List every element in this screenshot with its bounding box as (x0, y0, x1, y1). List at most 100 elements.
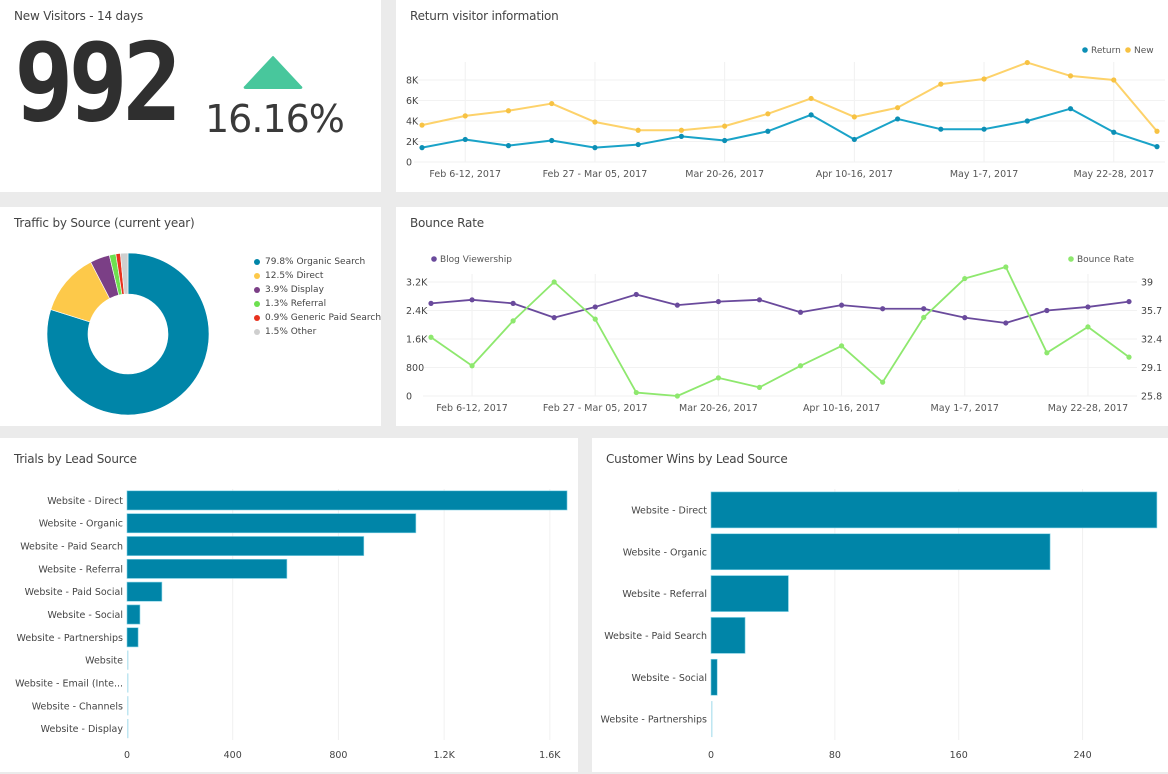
data-point (838, 343, 845, 349)
wins-panel: Customer Wins by Lead Source 0 80 160 240 We… (592, 438, 1168, 772)
legend-item: 1.3% Referral (254, 297, 381, 311)
bar (710, 491, 1158, 529)
data-point (938, 81, 944, 87)
legend-label: 1.5% Other (265, 327, 317, 337)
chart-title: Bounce Rate (410, 216, 484, 230)
x-tick-label: May 1-7, 2017 (931, 403, 999, 414)
data-point (592, 304, 598, 310)
x-tick-label: Feb 27 - Mar 05, 2017 (543, 403, 648, 414)
series-line-return (421, 107, 1158, 149)
data-point (674, 393, 680, 399)
legend-marker (254, 329, 260, 335)
series-line-new (421, 61, 1158, 132)
data-point (592, 119, 598, 125)
legend-marker (254, 287, 260, 293)
data-point (851, 136, 857, 143)
data-point (1003, 320, 1009, 326)
legend-marker (254, 259, 260, 265)
data-point (469, 363, 475, 369)
bar-category-label: Website - Paid Social (25, 587, 123, 598)
legend-label: 79.8% Organic Search (265, 257, 366, 267)
y-right-tick-label: 29.1 (1141, 363, 1162, 374)
x-tick-label: 0 (708, 750, 714, 761)
x-tick-label: 1.2K (433, 750, 455, 761)
data-point (1024, 118, 1030, 124)
y-tick-label: 2.4K (406, 306, 428, 317)
data-point (633, 291, 639, 298)
y-tick-label: 0 (406, 158, 412, 169)
bar (710, 533, 1051, 571)
bar-category-label: Website - Paid Search (604, 631, 707, 642)
donut-legend: 79.8% Organic Search 12.5% Direct 3.9% Dis… (254, 255, 381, 339)
data-point (981, 126, 987, 132)
x-tick-label: Apr 10-16, 2017 (803, 403, 880, 414)
legend-item: 0.9% Generic Paid Search (254, 311, 381, 325)
y-tick-label: 800 (406, 363, 424, 374)
legend-marker (254, 315, 260, 321)
x-tick-label: Feb 6-12, 2017 (436, 403, 508, 414)
data-point (1154, 128, 1160, 134)
bar (126, 627, 139, 648)
bar-category-label: Website (85, 656, 123, 667)
data-point (722, 123, 728, 129)
y-right-tick-label: 32.4 (1141, 335, 1162, 346)
data-point (428, 300, 434, 306)
data-point (1085, 304, 1091, 310)
kpi-title: New Visitors - 14 days (14, 9, 144, 23)
y-right-tick-label: 35.7 (1141, 306, 1162, 317)
data-point (510, 300, 516, 306)
data-point (678, 133, 685, 139)
data-point (1044, 307, 1050, 314)
data-point (921, 306, 927, 312)
data-point (1067, 73, 1074, 79)
data-point (894, 116, 901, 122)
bar (126, 490, 568, 511)
data-point (674, 302, 680, 308)
data-point (797, 363, 804, 369)
data-point (1126, 298, 1132, 305)
data-point (894, 105, 901, 111)
data-point (765, 128, 771, 134)
bar (127, 673, 129, 693)
trials-bar-chart: 0 400 800 1.2K 1.6K Website - Direct Website -… (15, 489, 568, 761)
data-point (1111, 129, 1117, 135)
data-point (715, 375, 722, 381)
data-point (633, 389, 639, 396)
data-point (419, 122, 425, 128)
x-tick-label: May 22-28, 2017 (1048, 403, 1128, 414)
bar-category-label: Website - Social (631, 673, 707, 684)
bar (127, 650, 129, 670)
data-point (1044, 350, 1050, 356)
data-point (678, 127, 685, 133)
return-visitors-panel: Return visitor information Feb 6-12, 201… (396, 0, 1168, 192)
bar-category-label: Website - Organic (623, 547, 707, 558)
chart-title: Trials by Lead Source (14, 452, 137, 466)
data-point (1067, 106, 1074, 112)
y-tick-label: 2K (406, 137, 419, 148)
data-point (722, 137, 728, 144)
chart-title: Traffic by Source (current year) (14, 216, 195, 230)
legend-item: 12.5% Direct (254, 269, 381, 283)
y-right-tick-label: 39 (1141, 278, 1153, 289)
bar-category-label: Website - Email (Inte... (15, 678, 123, 689)
legend-marker (1082, 47, 1088, 53)
bar (127, 696, 129, 716)
data-point (938, 126, 944, 132)
data-point (428, 334, 434, 340)
bar-category-label: Website - Referral (622, 589, 707, 600)
legend-label: 1.3% Referral (265, 299, 327, 309)
bounce-rate-panel: Bounce Rate Feb 6-12, 2017 Feb 27 - Mar 0… (396, 207, 1168, 426)
series-line-blog-viewership (430, 293, 1130, 324)
traffic-donut-chart (46, 252, 210, 416)
x-tick-label: 80 (829, 750, 841, 761)
data-point (880, 379, 886, 385)
data-point (505, 143, 512, 149)
bar (126, 581, 163, 602)
x-tick-label: May 1-7, 2017 (950, 169, 1018, 180)
y-tick-label: 1.6K (406, 335, 428, 346)
data-point (765, 111, 771, 117)
x-tick-label: 1.6K (539, 750, 561, 761)
data-point (1154, 144, 1160, 150)
bar (127, 719, 129, 739)
data-point (756, 297, 763, 303)
